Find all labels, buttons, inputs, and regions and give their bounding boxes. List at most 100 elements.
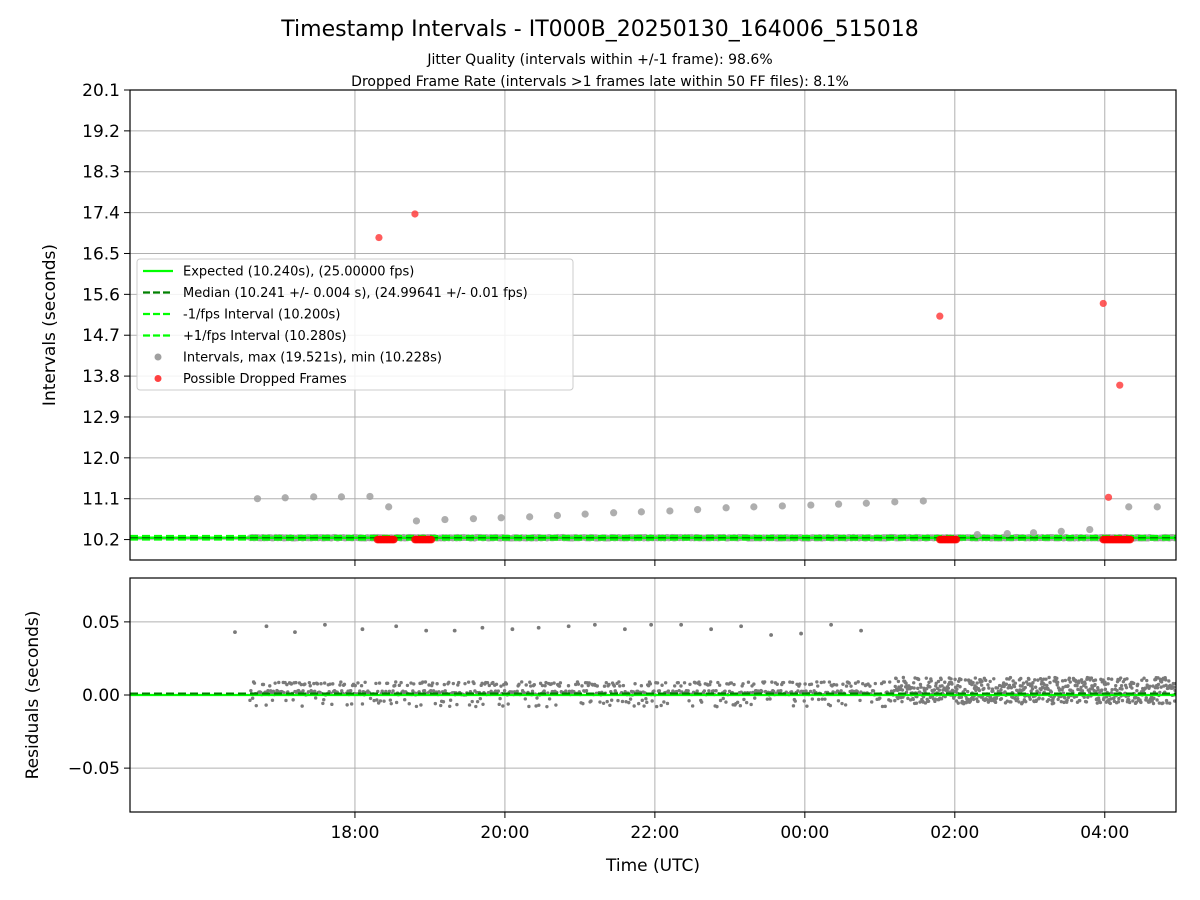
interval-point xyxy=(412,517,421,525)
residual-point xyxy=(372,698,376,703)
residual-point xyxy=(1110,688,1114,692)
residual-point xyxy=(1157,701,1162,705)
residual-point xyxy=(693,681,698,685)
residual-point xyxy=(1076,687,1080,692)
residual-point xyxy=(1118,676,1123,680)
residual-point xyxy=(493,689,498,693)
residual-point xyxy=(991,689,995,693)
residual-point xyxy=(984,697,989,702)
residual-point xyxy=(294,680,298,685)
residual-point xyxy=(798,682,802,686)
residual-point xyxy=(285,682,289,687)
residual-point xyxy=(708,680,713,684)
residual-point xyxy=(567,689,572,694)
residual-point xyxy=(1100,688,1104,692)
residual-point xyxy=(1020,684,1024,688)
residual-point xyxy=(430,681,435,685)
residual-outlier xyxy=(233,630,237,635)
residual-point xyxy=(499,684,503,688)
residual-point xyxy=(387,689,392,694)
residual-point xyxy=(1033,685,1038,689)
residual-point xyxy=(663,681,668,685)
residual-point xyxy=(914,701,919,705)
residual-point xyxy=(1109,697,1113,701)
residual-point xyxy=(1135,688,1139,693)
residual-point xyxy=(1055,676,1059,681)
residual-point xyxy=(1172,699,1176,703)
top-y-tick-label: 12.0 xyxy=(82,449,120,469)
residual-point xyxy=(1096,688,1100,692)
residual-point xyxy=(926,699,931,703)
residual-point xyxy=(301,689,305,693)
interval-point xyxy=(750,503,758,511)
residual-point xyxy=(929,679,933,683)
interval-point xyxy=(862,499,870,507)
residual-point xyxy=(530,689,535,693)
residual-point xyxy=(1007,683,1012,688)
residual-point xyxy=(742,697,746,702)
residual-point xyxy=(1082,695,1086,699)
residual-point xyxy=(580,684,584,688)
residual-point xyxy=(823,697,827,701)
residual-point xyxy=(385,681,390,685)
residual-point xyxy=(1013,681,1018,685)
residual-point xyxy=(665,701,670,706)
residual-outlier xyxy=(360,627,365,632)
residual-point xyxy=(497,702,501,707)
residual-point xyxy=(595,684,599,688)
residual-point xyxy=(946,686,951,690)
residual-point xyxy=(888,699,893,703)
residual-point xyxy=(359,684,364,688)
top-y-tick-label: 12.9 xyxy=(82,408,120,428)
residual-point xyxy=(672,684,677,688)
residual-point xyxy=(249,688,253,693)
residual-point xyxy=(843,703,848,707)
dropped-frame-point xyxy=(375,233,383,242)
residual-point xyxy=(1028,697,1032,701)
residual-point xyxy=(801,689,806,694)
residual-point xyxy=(659,703,663,708)
top-plot-content xyxy=(130,210,1176,544)
residual-point xyxy=(584,689,589,693)
residual-point xyxy=(791,704,796,708)
top-y-tick-label: 18.3 xyxy=(82,163,120,183)
residual-point xyxy=(270,698,275,702)
residual-point xyxy=(690,704,695,708)
residual-point xyxy=(724,700,728,704)
residual-point xyxy=(1155,698,1159,702)
residual-point xyxy=(732,682,736,687)
residual-point xyxy=(749,702,753,707)
residual-point xyxy=(1108,701,1113,706)
residual-point xyxy=(1124,685,1129,690)
interval-point xyxy=(722,504,730,512)
residual-outlier xyxy=(679,622,684,627)
residual-point xyxy=(391,689,395,693)
residual-point xyxy=(607,682,611,687)
residual-point xyxy=(535,696,539,700)
residual-point xyxy=(992,677,996,681)
residual-point xyxy=(899,684,904,688)
residual-point xyxy=(378,699,383,703)
residual-point xyxy=(581,701,585,706)
residual-point xyxy=(1021,681,1026,685)
residual-point xyxy=(403,698,407,702)
residual-point xyxy=(868,684,872,688)
residual-point xyxy=(1152,696,1156,700)
residual-point xyxy=(293,689,297,694)
legend-box xyxy=(136,258,574,391)
residual-point xyxy=(993,700,998,705)
residual-point xyxy=(933,697,938,701)
residual-point xyxy=(955,687,959,691)
residual-point xyxy=(738,704,743,708)
residual-point xyxy=(544,680,548,685)
residual-point xyxy=(1066,684,1070,688)
interval-point xyxy=(666,507,674,515)
bottom-y-axis-label: Residuals (seconds) xyxy=(23,611,43,780)
residual-point xyxy=(407,702,411,706)
residual-point xyxy=(250,696,255,700)
residual-point xyxy=(1038,676,1043,681)
residual-point xyxy=(1131,699,1135,703)
residual-point xyxy=(894,676,898,681)
residual-point xyxy=(609,698,614,702)
interval-point xyxy=(553,511,561,520)
